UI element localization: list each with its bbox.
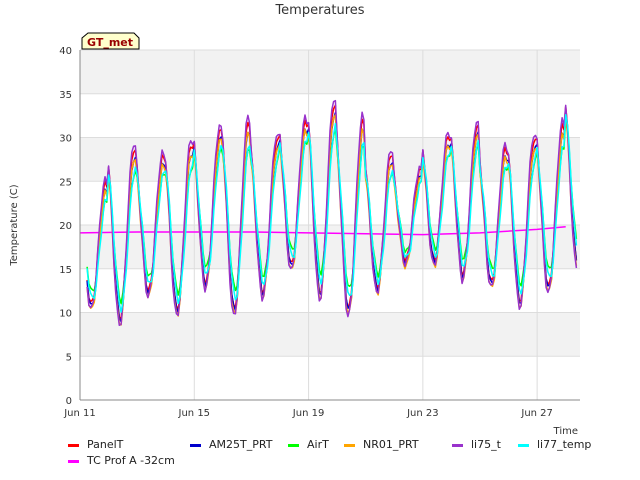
legend-swatch <box>518 443 529 447</box>
legend-item: AirT <box>288 438 329 451</box>
legend-label: TC Prof A -32cm <box>87 454 175 467</box>
legend-swatch <box>288 443 299 447</box>
y-axis-label: Temperature (C) <box>9 184 20 266</box>
plot-band <box>80 50 580 94</box>
series-line <box>79 226 566 236</box>
y-tick-label: 35 <box>59 90 72 101</box>
x-tick-label: Jun 15 <box>178 408 211 419</box>
y-tick-label: 25 <box>59 177 72 188</box>
series-line <box>86 113 578 313</box>
legend-swatch <box>344 443 355 447</box>
x-tick-label: Jun 19 <box>292 408 325 419</box>
plot-band <box>80 312 580 357</box>
legend-label: PanelT <box>87 438 124 451</box>
chart-title: Temperatures <box>274 3 364 18</box>
y-tick-label: 10 <box>59 309 72 320</box>
legend-swatch <box>452 443 463 447</box>
series-lines <box>79 99 578 327</box>
legend-swatch <box>190 443 201 447</box>
plot-band <box>80 181 580 225</box>
legend-swatch <box>68 459 79 463</box>
plot-band <box>80 356 580 400</box>
legend-label: li77_temp <box>537 438 592 451</box>
x-tick-label: Jun 11 <box>63 408 96 419</box>
legend-item: AM25T_PRT <box>190 438 272 451</box>
tick-labels: 0 5 10 15 20 25 30 35 40 Jun 11 Jun 15 Jun 19 Jun 23… <box>59 46 553 419</box>
x-tick-label: Jun 23 <box>406 408 439 419</box>
y-tick-label: 40 <box>59 46 72 57</box>
y-tick-label: 15 <box>59 265 72 276</box>
legend-item: NR01_PRT <box>344 438 419 451</box>
legend-swatch <box>68 443 79 447</box>
legend-item: li77_temp <box>518 438 591 451</box>
annotation-box: GT_met <box>81 32 140 50</box>
y-tick-label: 20 <box>59 221 72 232</box>
legend-item: TC Prof A -32cm <box>68 454 175 467</box>
y-tick-label: 30 <box>59 134 72 145</box>
legend-label: AirT <box>307 438 329 451</box>
y-tick-label: 0 <box>66 396 72 407</box>
x-tick-label: Jun 27 <box>520 408 553 419</box>
annotation-label: GT_met <box>87 36 133 49</box>
legend-label: AM25T_PRT <box>209 438 273 451</box>
plot-band <box>80 268 580 313</box>
legend-item: li75_t <box>452 438 501 451</box>
legend-label: li75_t <box>471 438 501 451</box>
x-axis-label: Time <box>553 426 578 437</box>
axes <box>79 50 580 401</box>
legend-label: NR01_PRT <box>363 438 419 451</box>
y-tick-label: 5 <box>66 352 72 363</box>
legend-item: PanelT <box>68 438 123 451</box>
